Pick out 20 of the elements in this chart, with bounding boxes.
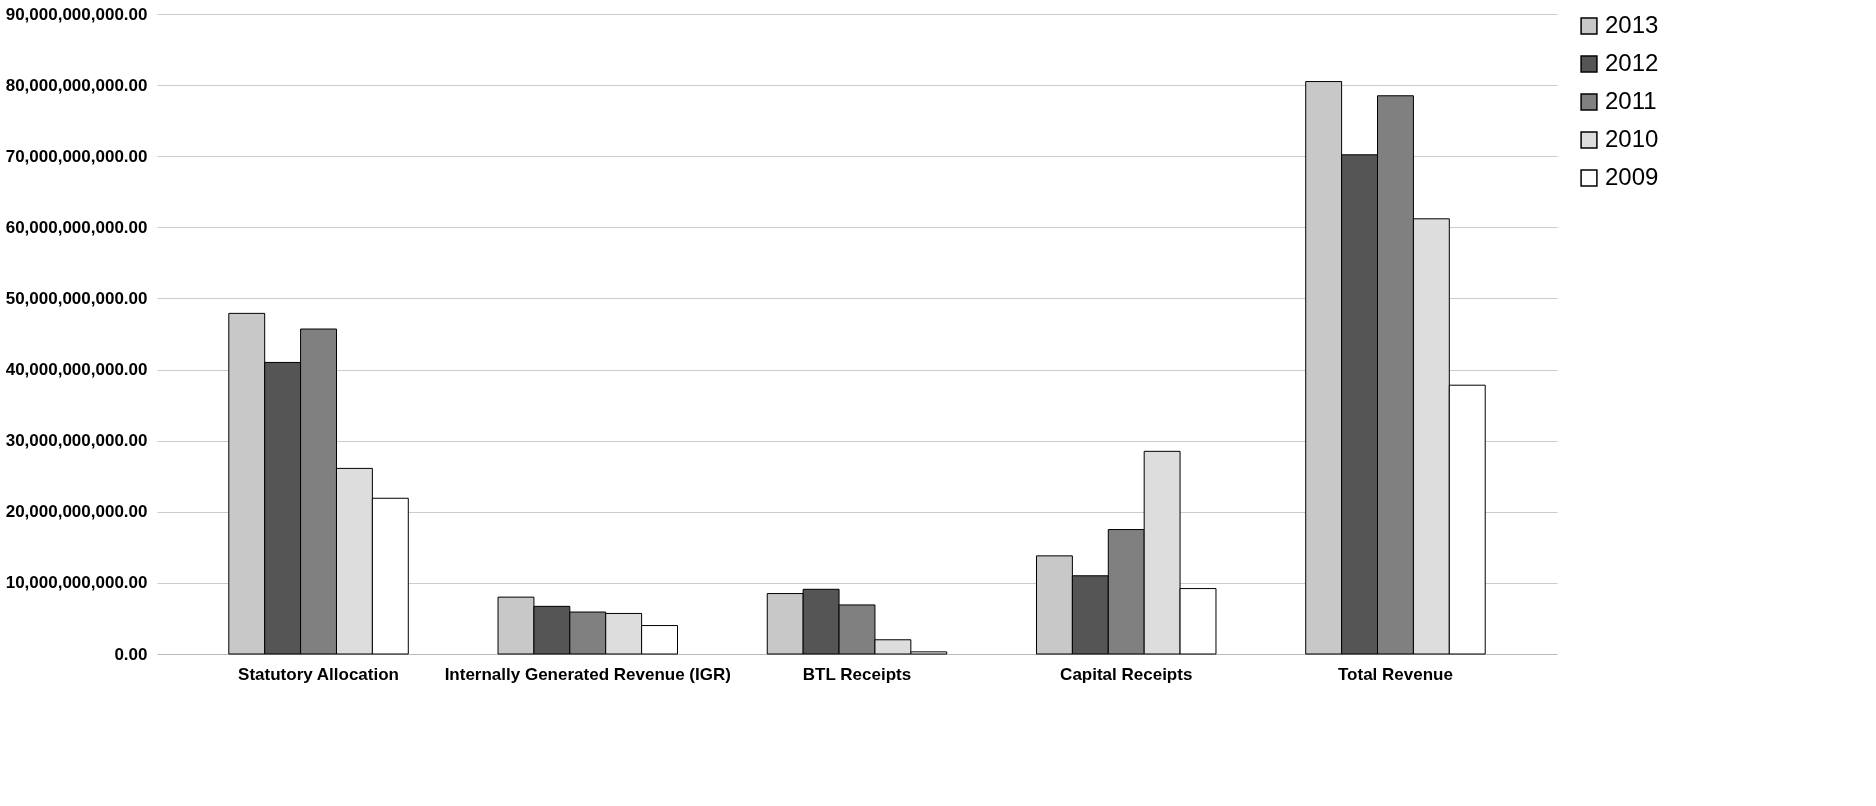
- legend-label: 2012: [1605, 49, 1659, 76]
- y-tick-label: 50,000,000,000.00: [5, 288, 148, 308]
- x-tick-label: Total Revenue: [1337, 664, 1453, 684]
- legend-label: 2009: [1605, 163, 1659, 190]
- y-tick-label: 0.00: [114, 644, 148, 664]
- x-tick-label: Capital Receipts: [1060, 664, 1193, 684]
- y-tick-label: 70,000,000,000.00: [5, 146, 148, 166]
- x-tick-label: Statutory Allocation: [238, 664, 399, 684]
- legend-label: 2010: [1605, 125, 1659, 152]
- y-tick-label: 30,000,000,000.00: [5, 431, 148, 451]
- y-tick-label: 20,000,000,000.00: [5, 502, 148, 522]
- y-tick-label: 60,000,000,000.00: [5, 217, 148, 237]
- y-tick-label: 80,000,000,000.00: [5, 75, 148, 95]
- y-tick-label: 90,000,000,000.00: [5, 4, 148, 24]
- legend-label: 2011: [1605, 87, 1657, 114]
- legend-label: 2013: [1605, 11, 1659, 38]
- x-tick-label: BTL Receipts: [802, 664, 912, 684]
- y-tick-label: 40,000,000,000.00: [5, 360, 148, 380]
- x-tick-label: Internally Generated Revenue (IGR): [444, 664, 731, 684]
- y-tick-label: 10,000,000,000.00: [5, 573, 148, 593]
